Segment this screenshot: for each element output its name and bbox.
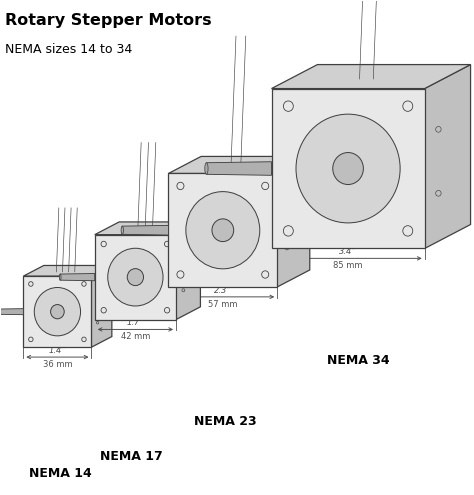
Text: 57 mm: 57 mm bbox=[208, 300, 237, 309]
Polygon shape bbox=[272, 64, 471, 89]
Polygon shape bbox=[425, 64, 471, 248]
Circle shape bbox=[127, 269, 144, 286]
Polygon shape bbox=[91, 265, 112, 347]
Polygon shape bbox=[176, 222, 201, 320]
Ellipse shape bbox=[59, 274, 61, 280]
Ellipse shape bbox=[205, 163, 208, 174]
Polygon shape bbox=[206, 162, 272, 175]
Text: 1.4": 1.4" bbox=[49, 346, 66, 355]
Ellipse shape bbox=[121, 226, 123, 234]
Text: NEMA 17: NEMA 17 bbox=[100, 450, 163, 463]
Text: 85 mm: 85 mm bbox=[333, 261, 363, 270]
Text: Rotary Stepper Motors: Rotary Stepper Motors bbox=[5, 13, 212, 28]
Polygon shape bbox=[23, 276, 91, 347]
Text: NEMA 23: NEMA 23 bbox=[194, 415, 257, 428]
Circle shape bbox=[333, 152, 364, 185]
Polygon shape bbox=[122, 225, 168, 235]
Text: 36 mm: 36 mm bbox=[43, 360, 72, 369]
Polygon shape bbox=[0, 309, 23, 315]
Text: NEMA sizes 14 to 34: NEMA sizes 14 to 34 bbox=[5, 43, 133, 55]
Polygon shape bbox=[277, 156, 310, 287]
Polygon shape bbox=[23, 265, 112, 276]
Circle shape bbox=[296, 114, 400, 223]
Text: 1.7": 1.7" bbox=[127, 318, 144, 328]
Polygon shape bbox=[272, 89, 425, 248]
Circle shape bbox=[108, 248, 163, 306]
Circle shape bbox=[212, 219, 234, 242]
Text: NEMA 14: NEMA 14 bbox=[29, 467, 92, 480]
Polygon shape bbox=[95, 235, 176, 320]
Polygon shape bbox=[168, 156, 310, 173]
Text: 42 mm: 42 mm bbox=[121, 333, 150, 342]
Polygon shape bbox=[168, 173, 277, 287]
Polygon shape bbox=[60, 274, 95, 281]
Circle shape bbox=[186, 192, 260, 269]
Text: 3.4": 3.4" bbox=[339, 248, 357, 256]
Circle shape bbox=[34, 288, 81, 336]
Text: NEMA 34: NEMA 34 bbox=[327, 353, 390, 367]
Circle shape bbox=[51, 304, 64, 319]
Polygon shape bbox=[95, 222, 201, 235]
Text: 2.3": 2.3" bbox=[214, 286, 231, 295]
